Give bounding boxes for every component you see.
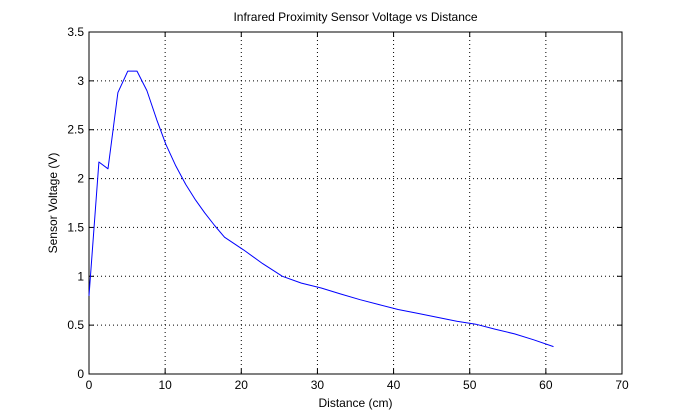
y-tick-label: 2 xyxy=(77,172,84,186)
x-tick-label: 60 xyxy=(539,378,553,392)
x-tick-label: 70 xyxy=(615,378,629,392)
x-tick-label: 10 xyxy=(158,378,172,392)
x-tick-label: 40 xyxy=(387,378,401,392)
axis-ticks: 0 10 20 30 40 50 60 70 0 0.5 1 1.5 2 2.5 3 3.5 xyxy=(67,25,629,392)
y-tick-label: 1 xyxy=(77,269,84,283)
chart-title: Infrared Proximity Sensor Voltage vs Dis… xyxy=(233,10,477,24)
x-tick-label: 50 xyxy=(463,378,477,392)
y-tick-label: 2.5 xyxy=(67,123,84,137)
y-axis-label: Sensor Voltage (V) xyxy=(46,153,60,254)
y-tick-label: 3 xyxy=(77,74,84,88)
y-tick-label: 3.5 xyxy=(67,25,84,39)
y-tick-label: 1.5 xyxy=(67,220,84,234)
x-tick-label: 0 xyxy=(86,378,93,392)
x-axis-label: Distance (cm) xyxy=(318,396,392,410)
x-tick-label: 20 xyxy=(235,378,249,392)
grid xyxy=(89,32,622,374)
series-group xyxy=(88,70,554,348)
series-line xyxy=(88,70,554,348)
plot-area xyxy=(88,31,623,375)
x-tick-label: 30 xyxy=(311,378,325,392)
y-tick-label: 0 xyxy=(77,367,84,381)
y-tick-label: 0.5 xyxy=(67,318,84,332)
